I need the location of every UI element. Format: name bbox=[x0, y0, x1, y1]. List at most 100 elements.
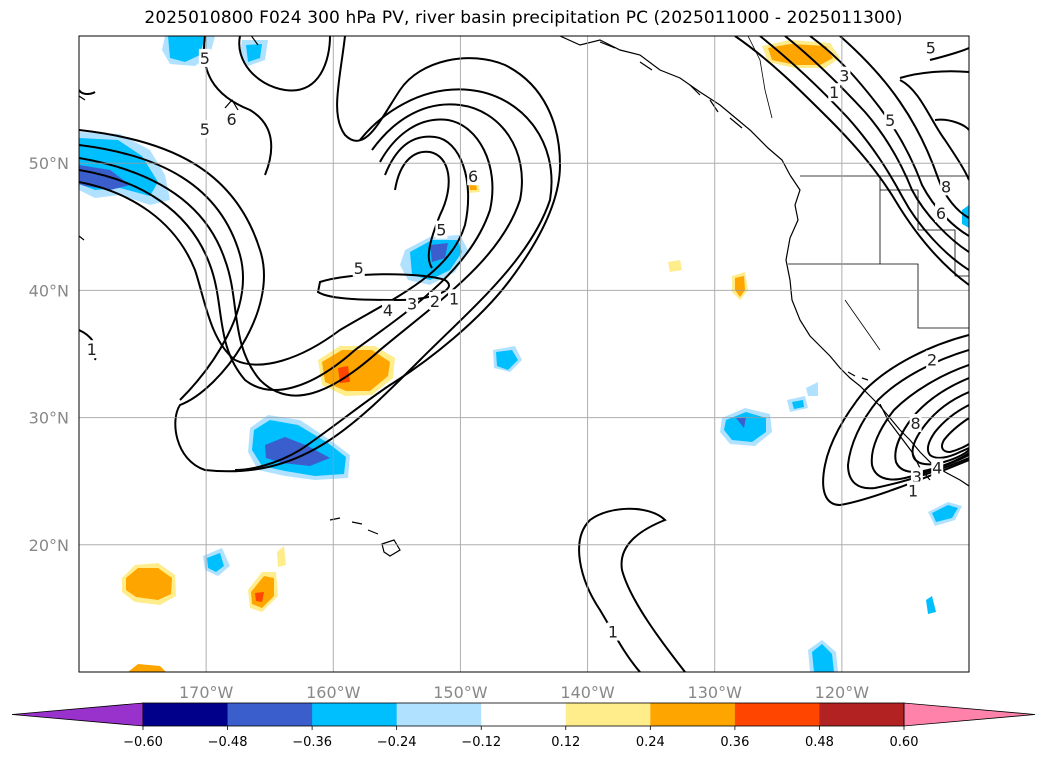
colorbar-tick-label: −0.24 bbox=[377, 735, 417, 750]
map-title: 2025010800 F024 300 hPa PV, river basin … bbox=[144, 8, 903, 28]
colorbar-extend-low bbox=[11, 702, 144, 727]
precip-blob-neg-sw-core bbox=[207, 553, 224, 572]
contour-label: 5 bbox=[885, 111, 895, 130]
precip-blob-gulf-inner bbox=[430, 243, 448, 262]
pv-contours bbox=[79, 36, 969, 672]
contour-label: 5 bbox=[926, 39, 936, 58]
contour-label: 6 bbox=[226, 110, 236, 129]
coastlines bbox=[79, 36, 969, 557]
pv-contour-east-3 bbox=[784, 36, 969, 253]
contour-label: 5 bbox=[354, 259, 364, 278]
contour-label: 8 bbox=[941, 177, 951, 196]
contour-label: 3 bbox=[839, 67, 849, 86]
contour-label-bg bbox=[85, 340, 98, 359]
contour-label: 6 bbox=[468, 167, 478, 186]
colorbar-tick-label: −0.36 bbox=[292, 735, 332, 750]
contour-label-bg bbox=[406, 294, 419, 313]
pv-contour-3 bbox=[79, 118, 494, 391]
contour-label: 2 bbox=[430, 292, 440, 311]
contour-label-bg bbox=[198, 120, 211, 139]
pv-contour-east-1 bbox=[734, 36, 969, 286]
border-alaska-canada bbox=[747, 36, 773, 119]
contour-label: 5 bbox=[436, 221, 446, 240]
contour-label-bg bbox=[884, 111, 897, 130]
colorbar: −0.60 −0.48 −0.36 −0.24 −0.12 0.12 0.24 0.36 0.4… bbox=[11, 702, 1036, 750]
pv-contour-east-6 bbox=[899, 79, 969, 181]
pv-contour-se-7 bbox=[941, 417, 969, 454]
colorbar-tick-label: −0.48 bbox=[208, 735, 248, 750]
contour-label-bg bbox=[607, 622, 619, 641]
contour-label-bg bbox=[924, 38, 937, 57]
precip-blob-pos-north-core bbox=[768, 44, 833, 65]
contour-label-bg bbox=[435, 220, 448, 239]
coastline-west-edge bbox=[79, 95, 86, 241]
precip-blob-neg-east-inner bbox=[736, 417, 746, 428]
pv-contour-se-3 bbox=[870, 364, 969, 481]
colorbar-tick-label: 0.60 bbox=[890, 735, 919, 750]
precip-blob-west-inner bbox=[79, 165, 130, 190]
contour-label: 1 bbox=[608, 623, 618, 642]
contour-label-bg bbox=[910, 467, 923, 486]
pv-contour-south bbox=[578, 507, 686, 672]
precip-blob-bottom-neg-core bbox=[812, 644, 834, 672]
contour-label-bg bbox=[448, 289, 461, 308]
lat-tick-label: 20°N bbox=[29, 536, 69, 555]
colorbar-swatch bbox=[481, 703, 567, 726]
contour-label-bg bbox=[940, 177, 953, 196]
contour-label-bg bbox=[198, 48, 211, 67]
contour-label: 4 bbox=[932, 458, 942, 477]
map-panel bbox=[79, 36, 969, 672]
contour-label-bg bbox=[935, 204, 948, 223]
precip-blob-pos-sw3 bbox=[277, 546, 286, 567]
coastline-north-america bbox=[785, 174, 969, 487]
contour-label: 2 bbox=[927, 350, 937, 369]
colorbar-tick-label: −0.12 bbox=[461, 735, 501, 750]
lon-tick-label: 140°W bbox=[560, 683, 615, 702]
contour-label: 5 bbox=[200, 49, 210, 68]
precip-blob-pos1-inner bbox=[338, 366, 350, 383]
pv-contour-4 bbox=[79, 135, 470, 366]
political-borders bbox=[747, 36, 969, 351]
pv-contour-1b bbox=[79, 144, 244, 401]
pv-contour-2 bbox=[79, 103, 523, 397]
colorbar-swatch bbox=[819, 703, 905, 726]
lon-tick-label: 120°W bbox=[815, 683, 870, 702]
pv-contour-1a bbox=[79, 88, 553, 473]
colorbar-outline bbox=[142, 702, 905, 727]
colorbar-swatch bbox=[396, 703, 482, 726]
contour-label: 4 bbox=[383, 301, 393, 320]
precip-blob-pos2-core bbox=[735, 276, 745, 297]
lon-tick-label: 170°W bbox=[179, 683, 234, 702]
lon-tick-label: 130°W bbox=[688, 683, 743, 702]
pv-contour-east-7 bbox=[899, 47, 969, 79]
precip-blob-baja-core bbox=[932, 505, 958, 522]
pv-contour-east-5 bbox=[839, 36, 969, 219]
colorbar-swatch bbox=[650, 703, 736, 726]
lon-tick-label: 150°W bbox=[433, 683, 488, 702]
lon-tick-labels: 170°W 160°W 150°W 140°W 130°W 120°W bbox=[179, 683, 869, 702]
contour-label-bg bbox=[352, 258, 365, 277]
precip-blob-bottom-pos bbox=[128, 664, 166, 672]
lat-tick-labels: 50°N 40°N 30°N 20°N bbox=[29, 154, 69, 555]
contour-label-bg bbox=[467, 167, 480, 186]
contour-label: 3 bbox=[407, 294, 417, 313]
colorbar-tick-label: −0.60 bbox=[123, 735, 163, 750]
precip-blob-small3 bbox=[806, 382, 818, 396]
lat-tick-label: 50°N bbox=[29, 154, 69, 173]
coastline-alaska-islands bbox=[599, 41, 743, 129]
colorbar-swatch bbox=[143, 703, 229, 726]
lat-tick-label: 40°N bbox=[29, 281, 69, 300]
lat-tick-label: 30°N bbox=[29, 409, 69, 428]
precip-blob-pos-sw1-core bbox=[126, 568, 172, 600]
colorbar-tick-label: 0.24 bbox=[636, 735, 665, 750]
precip-blob-pos4-core bbox=[469, 184, 477, 190]
contour-label-bg bbox=[429, 291, 441, 310]
colorbar-extend-high bbox=[903, 702, 1036, 727]
contour-label: 1 bbox=[87, 340, 97, 359]
precip-blob-nw1-core bbox=[168, 36, 205, 62]
coastline-channel-islands bbox=[847, 371, 869, 381]
contour-label: 5 bbox=[200, 120, 210, 139]
colorbar-tick-label: 0.12 bbox=[551, 735, 580, 750]
precip-blob-sw-mex bbox=[926, 596, 936, 614]
